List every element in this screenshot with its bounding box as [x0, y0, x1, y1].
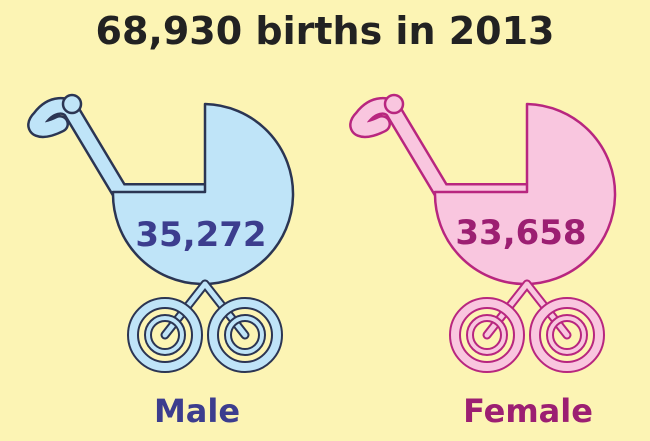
- female-value: 33,658: [455, 213, 586, 253]
- title: 68,930 births in 2013: [96, 9, 555, 53]
- male-label: Male: [154, 392, 240, 430]
- female-label: Female: [463, 392, 593, 430]
- male-value: 35,272: [135, 215, 266, 255]
